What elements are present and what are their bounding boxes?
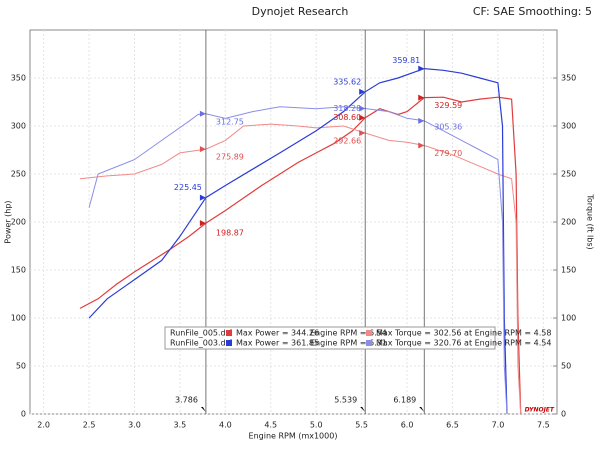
y2-tick-label: 50: [561, 362, 571, 371]
legend-file: RunFile_005.drf: [170, 329, 232, 338]
y2-tick-label: 100: [561, 314, 576, 323]
cursor-arrow: [200, 407, 206, 412]
readout-marker: [359, 88, 366, 95]
legend-swatch: [226, 330, 232, 336]
y-axis-label: Power (hp): [4, 200, 13, 243]
x-tick-label: 2.5: [83, 421, 96, 430]
readout-marker: [418, 117, 425, 124]
readout-marker: [199, 194, 206, 201]
x-tick-label: 4.0: [219, 421, 232, 430]
legend: RunFile_005.drf Max Power = 344.26Engine …: [164, 326, 551, 350]
readout-label: 305.36: [434, 122, 462, 131]
y-tick-label: 350: [11, 74, 26, 83]
x-tick-label: 7.0: [492, 421, 505, 430]
y2-tick-label: 350: [561, 74, 576, 83]
y-tick-label: 150: [11, 266, 26, 275]
chart-title: Dynojet Research: [252, 5, 349, 18]
y2-tick-label: 150: [561, 266, 576, 275]
readout-marker: [359, 130, 366, 137]
x-axis-label: Engine RPM (mx1000): [249, 432, 338, 441]
y-tick-label: 300: [11, 122, 26, 131]
readout-marker: [418, 65, 425, 72]
readout-marker: [359, 105, 366, 112]
chart-subtitle: CF: SAE Smoothing: 5: [473, 5, 592, 18]
readout-marker: [418, 142, 425, 149]
x-tick-label: 7.5: [537, 421, 550, 430]
x-tick-label: 5.0: [310, 421, 323, 430]
readout-marker: [199, 146, 206, 153]
legend-swatch: [366, 330, 372, 336]
y2-tick-label: 250: [561, 170, 576, 179]
readout-label: 335.62: [333, 77, 361, 86]
cursor-arrow: [419, 407, 425, 412]
readout-label: 308.60: [333, 113, 361, 122]
legend-swatch: [366, 340, 372, 346]
legend-power-rpm: Engine RPM = 6.54: [310, 329, 387, 338]
y-tick-label: 100: [11, 314, 26, 323]
legend-power-rpm: Engine RPM = 6.31: [310, 339, 387, 348]
readout-label: 275.89: [216, 153, 244, 162]
cursor-label: 6.189: [393, 396, 416, 405]
readout-marker: [199, 220, 206, 227]
watermark: DYNOJET: [525, 407, 555, 414]
readout-label: 279.70: [434, 149, 462, 158]
y2-tick-label: 300: [561, 122, 576, 131]
readout-label: 329.59: [434, 101, 462, 110]
readout-label: 359.81: [392, 56, 420, 65]
x-tick-label: 3.5: [174, 421, 187, 430]
readout-marker: [359, 114, 366, 121]
x-tick-label: 4.5: [264, 421, 277, 430]
y2-tick-label: 0: [561, 410, 566, 419]
x-tick-label: 6.0: [401, 421, 414, 430]
cursor-label: 5.539: [334, 396, 357, 405]
series-line: [79, 96, 522, 415]
legend-box: [164, 326, 496, 350]
legend-torque: Max Torque = 302.56 at Engine RPM = 4.58: [376, 329, 551, 338]
readout-label: 318.28: [333, 104, 361, 113]
legend-power: Max Power = 361.85: [236, 339, 319, 348]
y-tick-label: 250: [11, 170, 26, 179]
x-tick-label: 3.0: [128, 421, 141, 430]
readout-label: 198.87: [216, 229, 244, 238]
x-tick-label: 5.5: [355, 421, 368, 430]
readout-label: 312.75: [216, 117, 244, 126]
cursor-arrow: [360, 407, 366, 412]
series-line: [88, 67, 508, 415]
legend-power: Max Power = 344.26: [236, 329, 319, 338]
readout-marker: [199, 110, 206, 117]
y-tick-label: 200: [11, 218, 26, 227]
y-tick-label: 50: [16, 362, 26, 371]
readout-marker: [418, 94, 425, 101]
legend-file: RunFile_003.drf: [170, 339, 232, 348]
x-tick-label: 2.0: [37, 421, 50, 430]
legend-swatch: [226, 340, 232, 346]
y-tick-label: 0: [21, 410, 26, 419]
readout-label: 225.45: [174, 183, 202, 192]
legend-torque: Max Torque = 320.76 at Engine RPM = 4.54: [376, 339, 551, 348]
x-tick-label: 6.5: [446, 421, 459, 430]
cursor-label: 3.786: [175, 396, 198, 405]
y2-axis-label: Torque (ft lbs): [586, 193, 595, 249]
readout-label: 292.66: [333, 137, 361, 146]
series-line: [88, 106, 508, 415]
y2-tick-label: 200: [561, 218, 576, 227]
